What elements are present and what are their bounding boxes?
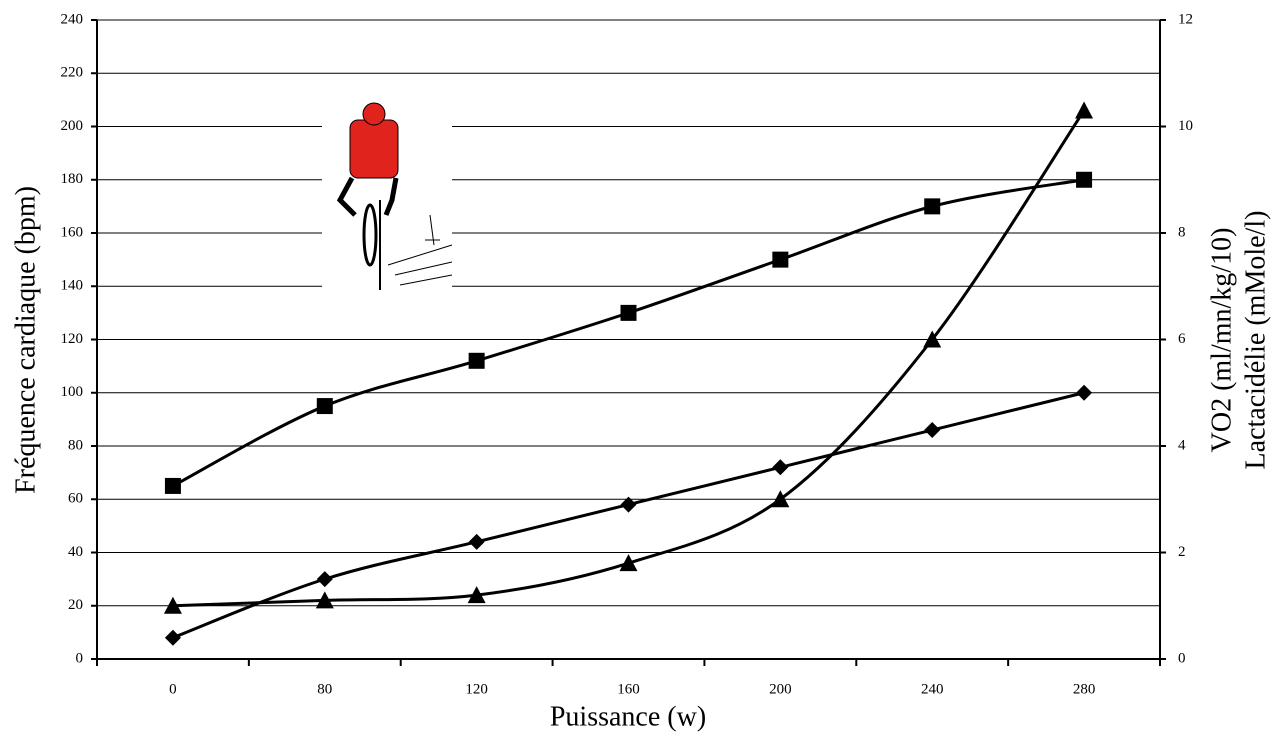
x-tick-label: 200 [769, 681, 792, 697]
y-tick-label: 40 [68, 544, 83, 560]
marker [164, 629, 181, 646]
marker [620, 304, 637, 321]
y2-tick-label: 12 [1178, 11, 1193, 27]
marker [619, 554, 638, 572]
y-tick-label: 160 [61, 224, 84, 240]
marker [468, 352, 485, 369]
series-line [172, 109, 1086, 608]
y2-tick-label: 8 [1178, 224, 1186, 240]
y-tick-label: 180 [61, 171, 84, 187]
marker [315, 591, 334, 609]
y-tick-label: 140 [61, 278, 84, 294]
marker [772, 251, 789, 268]
y2-tick-label: 2 [1178, 544, 1186, 560]
marker [1075, 101, 1094, 119]
y-tick-label: 60 [68, 491, 83, 507]
y-tick-label: 120 [61, 331, 84, 347]
marker [467, 586, 486, 604]
marker [923, 330, 942, 348]
x-tick-label: 240 [921, 681, 944, 697]
x-tick-label: 280 [1073, 681, 1096, 697]
marker [1076, 171, 1093, 188]
marker [620, 496, 637, 513]
marker [316, 571, 333, 588]
x-tick-label: 0 [169, 681, 177, 697]
y2-tick-label: 6 [1178, 331, 1186, 347]
series-line [172, 178, 1085, 488]
marker [772, 459, 789, 476]
plot-area: 0204060801001201401601802002202400246810… [61, 11, 1194, 697]
y-tick-label: 100 [61, 384, 84, 400]
marker [164, 477, 181, 494]
y-axis-title: Fréquence cardiaque (bpm) [10, 186, 41, 494]
y2-tick-label: 10 [1178, 118, 1193, 134]
x-tick-label: 80 [317, 681, 332, 697]
cyclist-illustration [322, 100, 453, 292]
y-tick-label: 0 [76, 650, 84, 666]
x-axis-title: Puissance (w) [550, 701, 706, 732]
y-tick-label: 200 [61, 118, 84, 134]
marker [924, 422, 941, 439]
marker [468, 533, 485, 550]
y-tick-label: 240 [61, 11, 84, 27]
y2-tick-label: 4 [1178, 437, 1186, 453]
y-tick-label: 20 [68, 597, 83, 613]
y2-axis-title: VO2 (ml/mn/kg/10) [1206, 228, 1237, 453]
y2-axis-title: Lactacidélie (mMole/l) [1240, 211, 1271, 470]
x-tick-label: 160 [617, 681, 640, 697]
marker [316, 398, 333, 415]
y-tick-label: 220 [61, 65, 84, 81]
marker [771, 490, 790, 508]
y-tick-label: 80 [68, 437, 83, 453]
x-tick-label: 120 [465, 681, 488, 697]
marker [1076, 384, 1093, 401]
y2-tick-label: 0 [1178, 650, 1186, 666]
marker [924, 198, 941, 215]
marker [163, 596, 182, 614]
